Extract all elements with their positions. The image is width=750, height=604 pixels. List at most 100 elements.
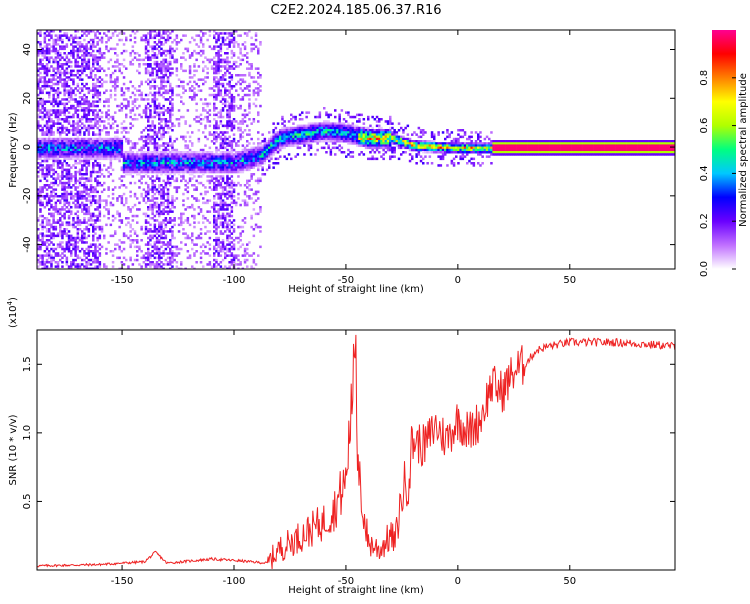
spectrogram-cell [175, 179, 179, 183]
spectrogram-cell [261, 166, 264, 169]
spectrogram-cell [94, 118, 97, 121]
spectrogram-cell [111, 219, 115, 222]
spectrogram-cell [175, 188, 179, 191]
spectrogram-cell [142, 153, 146, 156]
spectrogram-cell [158, 250, 161, 253]
spectrogram-cell [160, 192, 163, 196]
spectrogram-cell [67, 153, 71, 156]
spectrogram-cell [155, 190, 159, 194]
spectrogram-cell [230, 168, 234, 172]
spectrogram-cell [41, 168, 44, 172]
spectrogram-cell [171, 250, 174, 253]
spectrogram-cell [59, 45, 62, 48]
spectrogram-cell [250, 265, 253, 268]
spectrogram-cell [153, 225, 157, 229]
spectrogram-cell [153, 126, 157, 130]
spectrogram-cell [37, 192, 40, 196]
spectrogram-cell [81, 168, 84, 172]
spectrogram-cell [153, 60, 157, 64]
spectrogram-cell [81, 63, 84, 66]
spectrogram-cell [162, 197, 165, 200]
spectrogram-cell [85, 45, 88, 48]
spectrogram-cell [204, 164, 207, 167]
spectrogram-cell [252, 91, 256, 95]
spectrogram-cell [133, 52, 137, 55]
spectrogram-cell [241, 144, 245, 147]
spectrogram-cell [221, 241, 225, 244]
spectrogram-cell [155, 261, 159, 264]
spectrogram-cell [164, 230, 168, 233]
spectrogram-cell [182, 85, 185, 88]
spectrogram-cell [140, 159, 143, 163]
spectrogram-cell [50, 87, 53, 90]
spectrogram-cell [98, 212, 102, 216]
spectrogram-cell [160, 201, 163, 205]
spectrogram-cell [219, 36, 223, 40]
spectrogram-cell [199, 159, 203, 163]
spectrogram-cell [48, 133, 51, 136]
spectrogram-cell [129, 38, 132, 42]
spectrogram-cell [177, 122, 181, 125]
spectrogram-cell [78, 170, 82, 174]
spectrogram-cell [162, 87, 165, 90]
spectrogram-cell [210, 153, 214, 156]
spectrogram-cell [81, 164, 84, 167]
spectrogram-cell [74, 41, 77, 44]
spectrogram-cell [78, 104, 82, 108]
spectrogram-cell [85, 87, 88, 90]
spectrogram-cell [160, 153, 163, 156]
spectrogram-cell [202, 168, 205, 172]
spectrogram-cell [96, 91, 99, 95]
spectrogram-cell [228, 111, 231, 114]
spectrogram-cell [224, 142, 227, 145]
spectrogram-cell [127, 89, 130, 92]
spectrogram-cell [61, 188, 64, 191]
spectrogram-cell [45, 203, 49, 207]
spectrogram-cell [133, 41, 137, 44]
spectrogram-cell [232, 96, 236, 99]
spectrogram-cell [213, 201, 216, 205]
spectrogram-cell [65, 120, 69, 123]
spectrogram-cell [39, 188, 42, 191]
spectrogram-cell [61, 111, 64, 114]
spectrogram-cell [199, 30, 203, 33]
spectrogram-cell [219, 69, 223, 73]
spectrogram-cell [96, 155, 99, 158]
spectrogram-cell [87, 109, 91, 112]
spectrogram-cell [72, 54, 75, 57]
spectrogram-cell [87, 144, 91, 147]
spectrogram-cell [103, 56, 106, 59]
spectrogram-cell [188, 179, 192, 183]
spectrogram-cell [37, 258, 40, 262]
spectrogram-cell [65, 107, 69, 110]
spectrogram-cell [116, 148, 119, 152]
spectrogram-cell [83, 219, 86, 222]
spectrogram-cell [199, 151, 203, 154]
spectrogram-cell [213, 265, 216, 268]
spectrogram-cell [48, 234, 51, 238]
spectrogram-cell [122, 263, 126, 266]
spectrogram-cell [74, 195, 77, 198]
spectrogram-cell [107, 241, 110, 244]
spectrogram-cell [210, 175, 214, 178]
spectrogram-cell [144, 34, 148, 37]
spectrogram-cell [118, 104, 121, 108]
spectrogram-cell [147, 69, 150, 73]
spectrogram-cell [63, 153, 66, 156]
spectrogram-cell [221, 188, 225, 191]
spectrogram-cell [224, 104, 227, 108]
spectrogram-cell [184, 236, 187, 240]
spectrogram-cell [85, 206, 88, 209]
spectrogram-cell [52, 30, 55, 33]
spectrogram-cell [226, 177, 229, 180]
spectrogram-cell [50, 234, 53, 238]
spectrogram-cell [87, 54, 91, 57]
spectrogram-cell [243, 115, 247, 119]
spectrogram-cell [103, 69, 106, 73]
spectrogram-cell [169, 230, 172, 233]
spectrogram-cell [138, 137, 141, 141]
spectrogram-cell [188, 170, 192, 174]
spectrogram-cell [155, 168, 159, 172]
spectrogram-cell [83, 107, 86, 110]
spectrogram-cell [63, 74, 66, 77]
